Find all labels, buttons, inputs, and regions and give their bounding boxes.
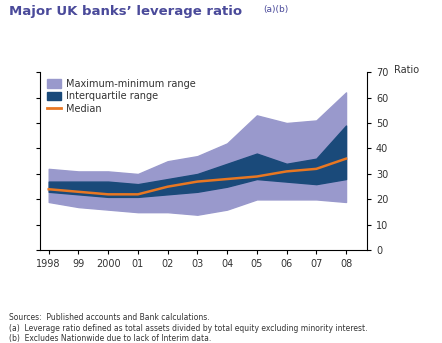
Y-axis label: Ratio: Ratio xyxy=(393,65,419,75)
Text: (a)(b): (a)(b) xyxy=(263,5,288,14)
Text: Major UK banks’ leverage ratio: Major UK banks’ leverage ratio xyxy=(9,5,242,18)
Text: Sources:  Published accounts and Bank calculations.
(a)  Leverage ratio defined : Sources: Published accounts and Bank cal… xyxy=(9,313,367,343)
Legend: Maximum-minimum range, Interquartile range, Median: Maximum-minimum range, Interquartile ran… xyxy=(45,77,198,116)
